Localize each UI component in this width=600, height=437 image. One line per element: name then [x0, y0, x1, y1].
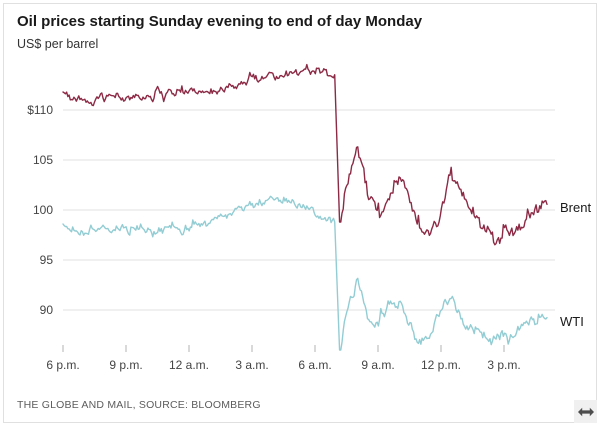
svg-text:$110: $110	[27, 103, 53, 117]
svg-text:WTI: WTI	[560, 314, 584, 329]
svg-text:Brent: Brent	[560, 200, 591, 215]
svg-text:9 a.m.: 9 a.m.	[361, 358, 394, 372]
svg-text:105: 105	[33, 153, 53, 167]
svg-text:12 p.m.: 12 p.m.	[421, 358, 461, 372]
svg-text:3 a.m.: 3 a.m.	[235, 358, 268, 372]
svg-text:90: 90	[40, 303, 54, 317]
svg-text:95: 95	[40, 253, 54, 267]
svg-text:100: 100	[33, 203, 53, 217]
svg-text:6 a.m.: 6 a.m.	[298, 358, 331, 372]
svg-text:6 p.m.: 6 p.m.	[46, 358, 79, 372]
svg-text:9 p.m.: 9 p.m.	[109, 358, 142, 372]
svg-text:3 p.m.: 3 p.m.	[487, 358, 520, 372]
svg-text:12 a.m.: 12 a.m.	[169, 358, 209, 372]
